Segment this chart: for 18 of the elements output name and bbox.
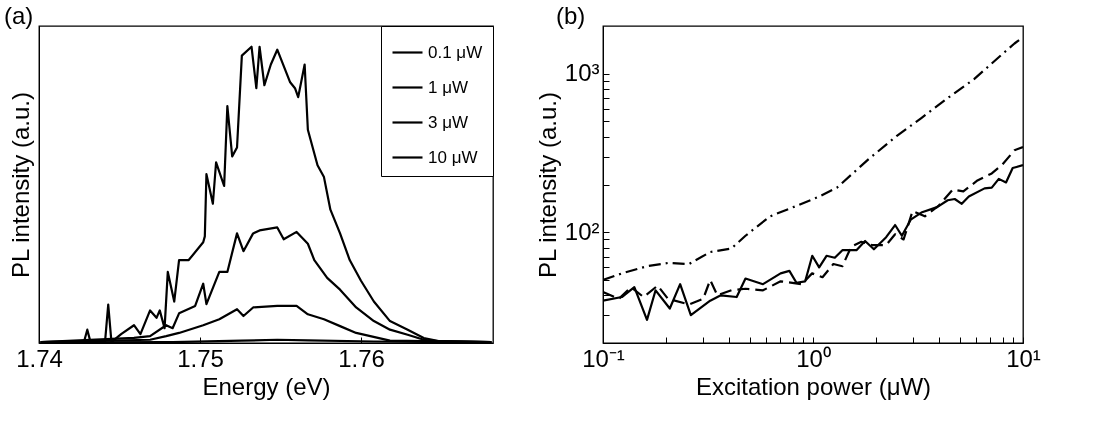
- x-tick-label: 1.75: [177, 344, 224, 372]
- text: (b): [556, 2, 586, 30]
- y-tick-label: 10²: [564, 217, 600, 245]
- x-tick-label: 10⁻¹: [582, 344, 625, 372]
- x-axis-title: Excitation power (μW): [695, 372, 932, 400]
- y-tick-label: 10³: [564, 59, 600, 87]
- legend-label: 3 μW: [428, 112, 469, 132]
- legend-label: 1 μW: [428, 77, 469, 97]
- x-tick-label: 1.74: [16, 344, 63, 372]
- x-tick-label: 10¹: [1006, 344, 1041, 372]
- x-axis-title: Energy (eV): [202, 372, 331, 400]
- x-tick-label: 1.76: [338, 344, 385, 372]
- y-axis-title: PL intensity (a.u.): [6, 92, 34, 278]
- text: (a): [4, 2, 34, 30]
- legend-label: 0.1 μW: [428, 42, 483, 62]
- x-tick-label: 10⁰: [796, 344, 831, 372]
- legend-label: 10 μW: [428, 147, 478, 167]
- y-axis-title: PL intensity (a.u.): [533, 92, 561, 278]
